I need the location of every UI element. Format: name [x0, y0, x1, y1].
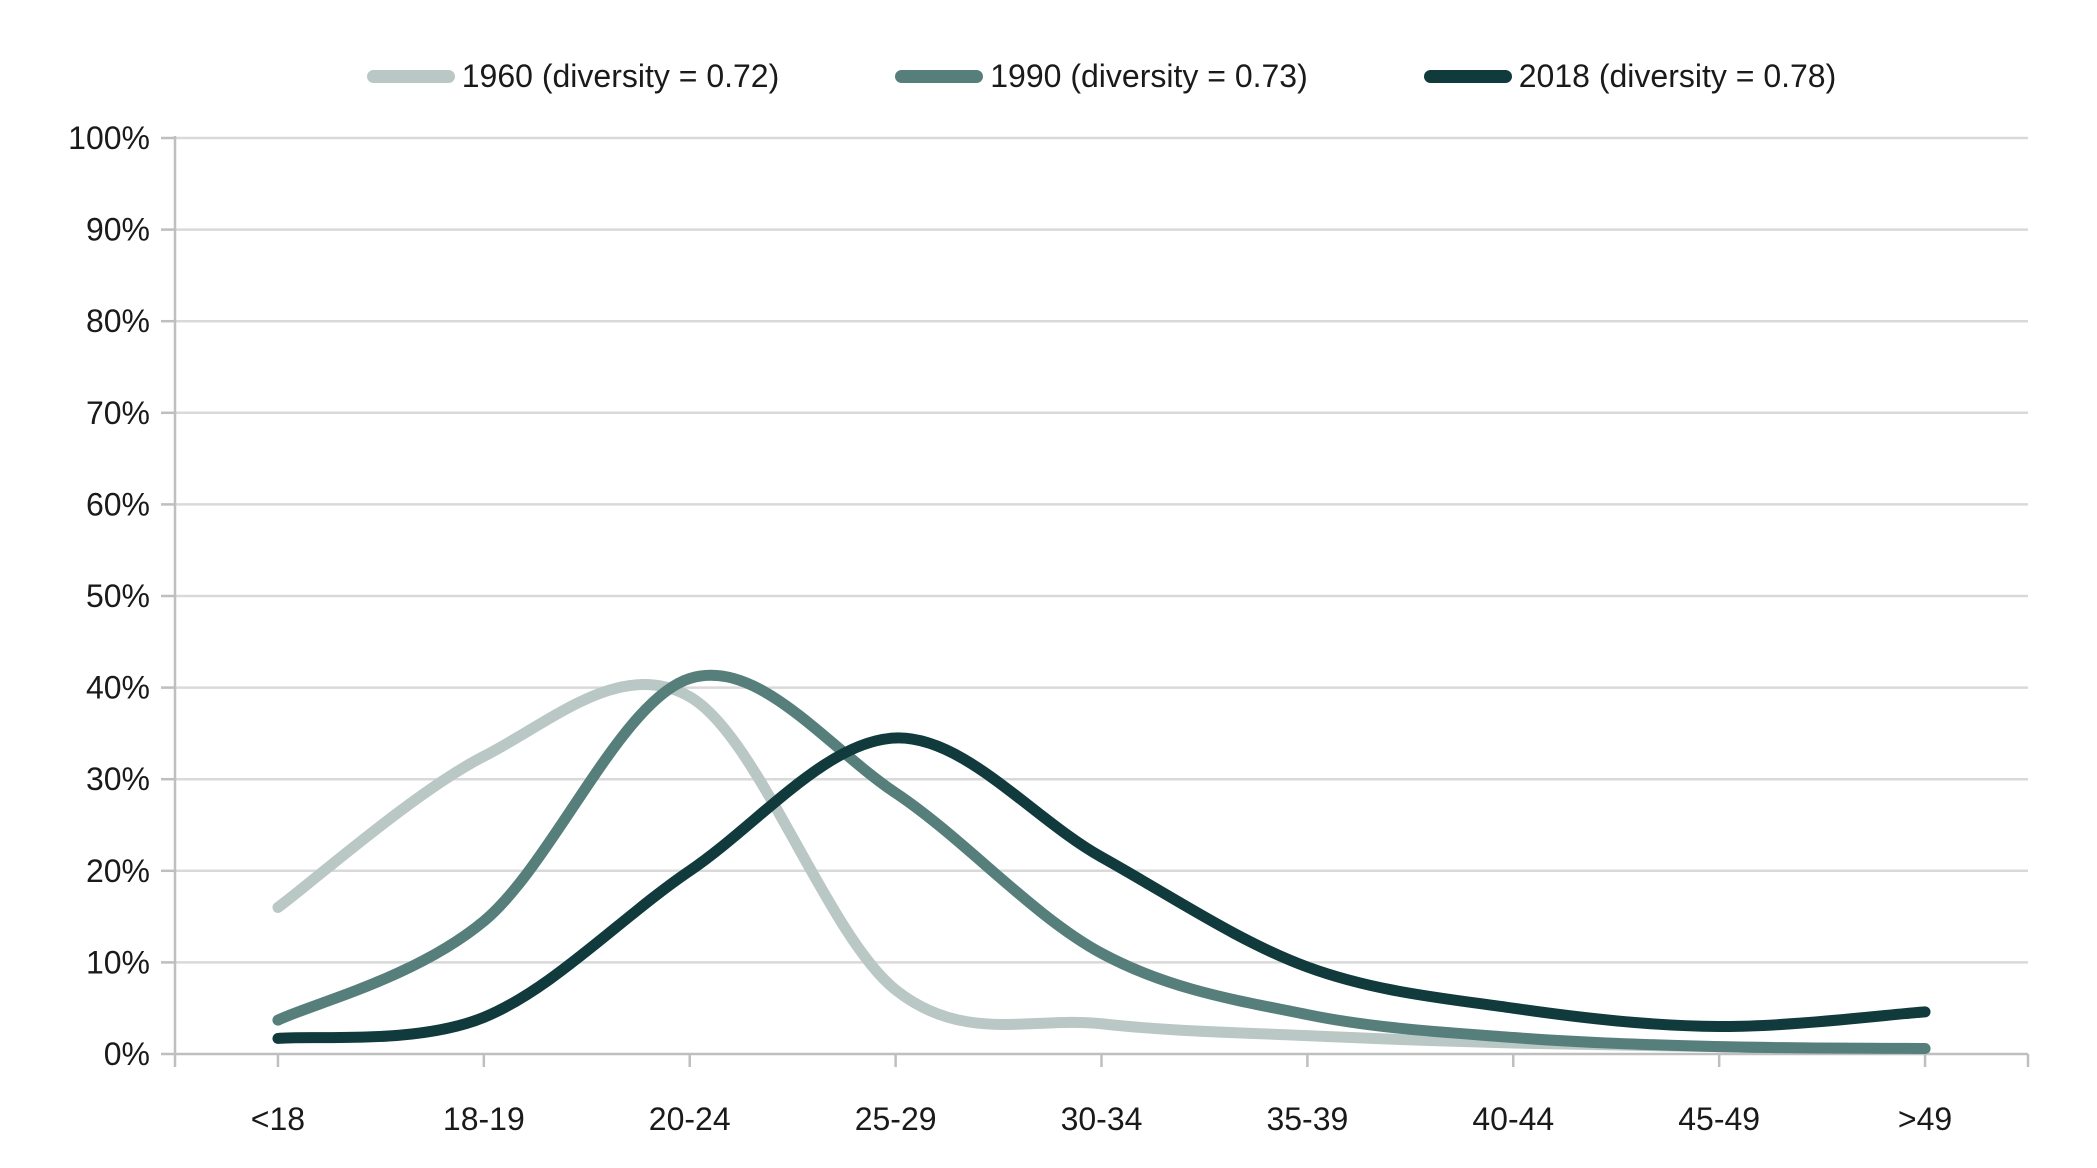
y-tick-label: 60%: [86, 486, 150, 522]
y-tick-label: 50%: [86, 578, 150, 614]
y-tick-label: 30%: [86, 761, 150, 797]
x-tick-label: 20-24: [649, 1101, 731, 1137]
x-tick-label: <18: [251, 1101, 305, 1137]
x-tick-label: >49: [1898, 1101, 1952, 1137]
x-tick-label: 18-19: [443, 1101, 525, 1137]
x-tick-label: 35-39: [1266, 1101, 1348, 1137]
y-tick-label: 0%: [104, 1036, 150, 1072]
y-tick-label: 10%: [86, 944, 150, 980]
y-tick-label: 80%: [86, 303, 150, 339]
series-line-1990: [272, 669, 1931, 1054]
y-tick-label: 40%: [86, 670, 150, 706]
x-tick-label: 30-34: [1061, 1101, 1143, 1137]
y-tick-label: 20%: [86, 853, 150, 889]
y-tick-label: 70%: [86, 395, 150, 431]
x-tick-label: 45-49: [1678, 1101, 1760, 1137]
x-tick-label: 40-44: [1472, 1101, 1554, 1137]
y-tick-label: 100%: [68, 120, 150, 156]
y-tick-label: 90%: [86, 212, 150, 248]
series-line-2018: [272, 732, 1931, 1044]
x-tick-label: 25-29: [855, 1101, 937, 1137]
